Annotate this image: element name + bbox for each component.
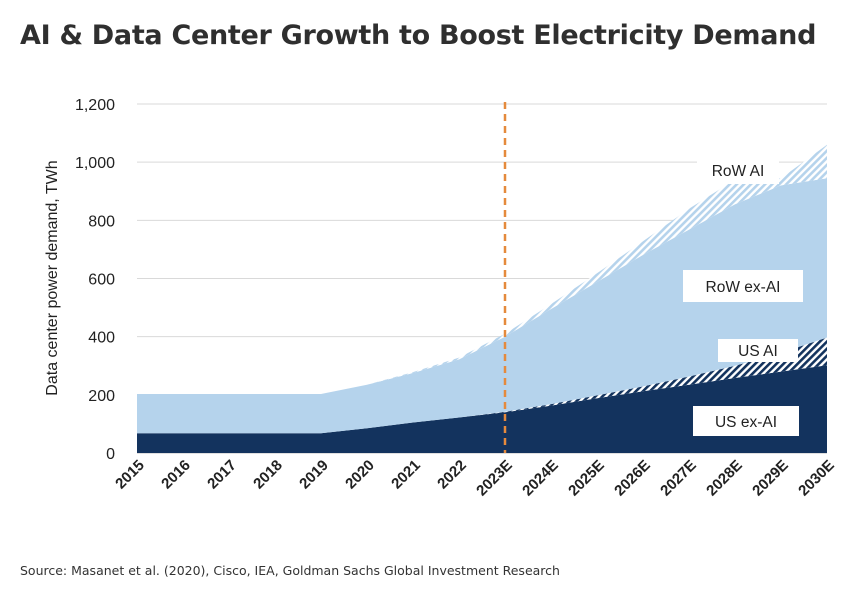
x-tick-label: 2026E — [611, 457, 654, 500]
x-tick-label: 2020 — [342, 457, 378, 493]
x-tick-label: 2030E — [795, 457, 838, 500]
x-tick-label: 2015 — [112, 457, 148, 493]
x-tick-label: 2016 — [158, 457, 194, 493]
annotation-row-ex-ai: RoW ex-AI — [683, 270, 803, 302]
chart-title: AI & Data Center Growth to Boost Electri… — [20, 20, 817, 51]
annotation-us-ex-ai-label: US ex-AI — [715, 414, 777, 431]
annotation-row-ex-ai-label: RoW ex-AI — [706, 279, 781, 296]
x-axis-ticks: 2015 2016 2017 2018 2019 2020 2021 2022 2023E 202… — [112, 457, 838, 500]
area-us-ex-ai — [137, 365, 827, 453]
x-tick-label: 2029E — [749, 457, 792, 500]
area-series — [137, 144, 827, 453]
annotation-us-ex-ai: US ex-AI — [693, 406, 799, 436]
x-tick-label: 2027E — [657, 457, 700, 500]
annotation-row-ai-label: RoW AI — [712, 163, 765, 180]
annotation-us-ai: US AI — [718, 339, 798, 362]
y-tick-label: 200 — [88, 388, 115, 405]
y-axis-label: Data center power demand, TWh — [44, 160, 61, 395]
x-tick-label: 2018 — [250, 457, 286, 493]
y-axis-ticks: 0 200 400 600 800 1,000 1,200 — [75, 97, 115, 463]
y-tick-label: 600 — [88, 272, 115, 289]
y-tick-label: 800 — [88, 213, 115, 230]
y-tick-label: 0 — [106, 446, 115, 463]
x-tick-label: 2024E — [519, 457, 562, 500]
y-tick-label: 400 — [88, 330, 115, 347]
x-tick-label: 2022 — [434, 457, 470, 493]
annotation-row-ai: RoW AI — [697, 156, 779, 184]
y-tick-label: 1,200 — [75, 97, 115, 114]
x-tick-label: 2025E — [565, 457, 608, 500]
area-row-ex-ai — [137, 178, 827, 434]
x-tick-label: 2017 — [204, 457, 240, 493]
source-note: Source: Masanet et al. (2020), Cisco, IE… — [20, 563, 560, 578]
annotation-us-ai-label: US AI — [738, 343, 778, 360]
x-tick-label: 2028E — [703, 457, 746, 500]
y-tick-label: 1,000 — [75, 155, 115, 172]
x-tick-label: 2019 — [296, 457, 332, 493]
x-tick-label: 2021 — [388, 457, 424, 493]
x-tick-label: 2023E — [473, 457, 516, 500]
